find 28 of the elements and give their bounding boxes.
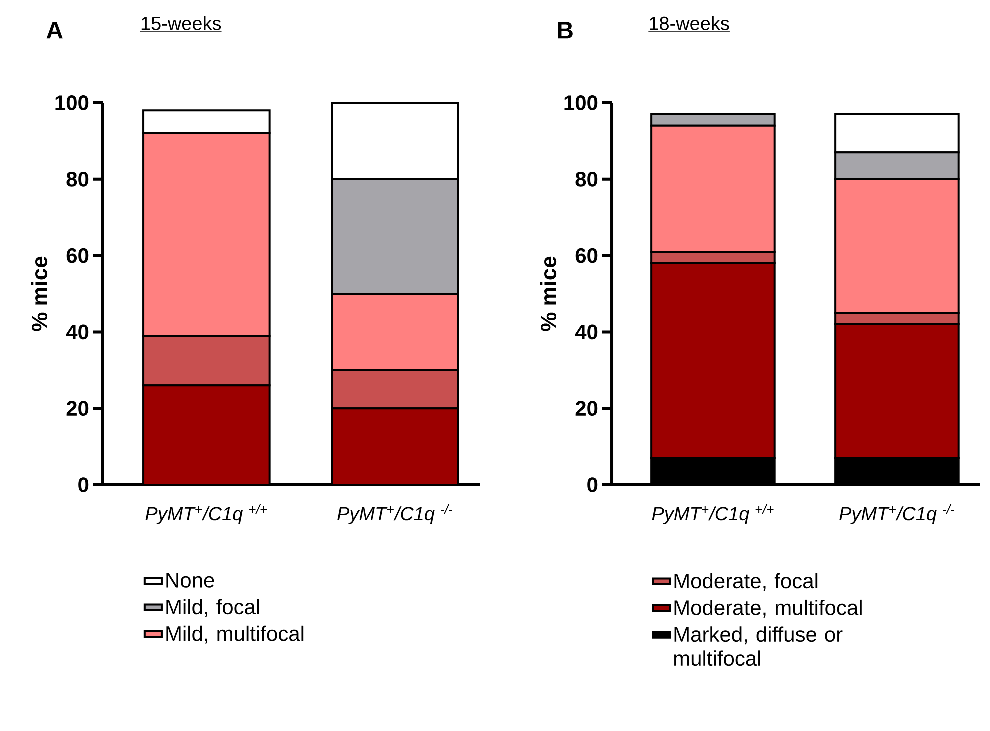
legend-label: Marked, diffuse or multifocal	[674, 626, 843, 666]
y-axis-title: % mice	[540, 256, 557, 332]
y-tick-label: 100	[564, 96, 598, 110]
legend-label: Mild, focal	[166, 599, 260, 618]
y-tick-label: 60	[576, 248, 598, 264]
legend-label: Moderate, multifocal	[674, 600, 862, 618]
y-tick-label: 60	[66, 248, 89, 264]
legend-label: Moderate, focal	[674, 573, 818, 592]
legend-label: None	[166, 573, 214, 588]
y-tick-label: 0	[588, 478, 598, 492]
y-tick-label: 20	[66, 401, 89, 416]
x-tick-label: PyMT$^{+}$/C1q $^{-/-}$	[840, 504, 955, 524]
y-tick-label: 20	[576, 401, 598, 416]
y-tick-label: 80	[576, 172, 598, 187]
y-axis-title: % mice	[31, 256, 48, 332]
y-tick-label: 100	[56, 96, 89, 110]
chart-title: 15-weeks	[142, 16, 222, 30]
y-tick-label: 80	[66, 172, 89, 187]
x-tick-label: PyMT$^{+}$/C1q $^{+/+}$	[652, 504, 774, 524]
y-tick-label: 40	[66, 324, 89, 340]
text: B	[558, 22, 573, 39]
text: A	[46, 22, 63, 39]
legend-label: Mild, multifocal	[166, 626, 304, 644]
chart-title: 18-weeks	[650, 16, 730, 30]
y-tick-label: 40	[575, 324, 598, 340]
y-tick-label: 0	[78, 478, 89, 492]
x-tick-label: PyMT$^{+}$/C1q $^{-/-}$	[338, 504, 453, 524]
x-tick-label: PyMT$^{+}$/C1q $^{+/+}$	[146, 504, 268, 524]
